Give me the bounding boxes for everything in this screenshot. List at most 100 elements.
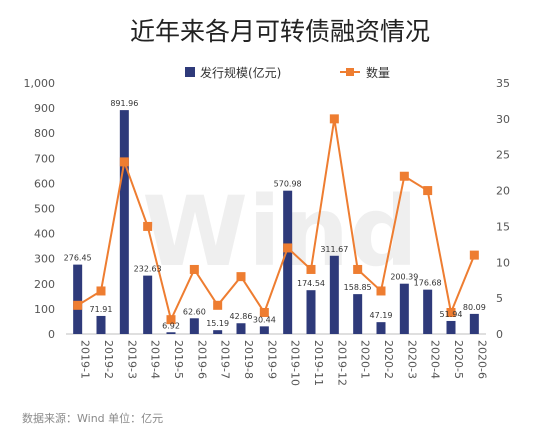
bar-data-label: 6.92 [162,321,180,330]
x-axis-tick-label: 2019-6 [195,340,208,379]
bar-data-label: 311.67 [320,245,348,254]
bar-data-label: 42.86 [230,312,253,321]
left-axis-tick-label: 500 [34,203,55,216]
bar [469,313,479,334]
right-axis-tick-label: 5 [496,292,503,305]
line-marker [399,171,409,181]
line-marker [469,250,479,260]
bar [119,110,129,334]
x-axis-tick-label: 2019-11 [312,340,325,386]
left-axis-tick-label: 800 [34,127,55,140]
bar-data-label: 47.19 [370,311,393,320]
legend: 发行规模(亿元) 数量 [185,65,390,80]
bar [446,320,456,334]
line-marker [446,307,456,317]
x-axis-tick-label: 2019-10 [289,340,302,386]
bar-data-label: 174.54 [297,279,325,288]
line-marker [376,286,386,296]
bar-data-label: 200.39 [390,273,418,282]
bar [143,275,153,334]
x-axis-tick-label: 2019-8 [242,340,255,379]
chart-title: 近年来各月可转债融资情况 [130,17,430,46]
x-axis-tick-label: 2019-5 [172,340,185,379]
line-marker [353,264,363,274]
bar [399,283,409,334]
x-axis-tick-label: 2020-3 [405,340,418,379]
bar-data-label: 891.96 [110,99,138,108]
x-axis-tick-label: 2020-5 [452,340,465,379]
left-axis-tick-label: 200 [34,278,55,291]
bar [213,330,223,334]
bar [236,323,246,334]
x-axis-tick-label: 2019-4 [149,340,162,379]
bar [73,264,83,334]
bar [376,322,386,334]
data-labels: 276.45 71.91 891.96 232.63 6.9262.6015.1942.… [64,99,486,330]
bar [423,289,433,334]
bar [329,255,339,334]
line-marker [143,221,153,231]
x-axis-tick-label: 2019-9 [265,340,278,379]
bar [283,190,293,334]
x-axis-tick-label: 2019-7 [219,340,232,379]
bar-data-label: 158.85 [344,283,372,292]
right-axis-tick-label: 10 [496,256,510,269]
line-marker [189,264,199,274]
left-axis-tick-label: 900 [34,102,55,115]
x-axis-tick-label: 2019-2 [102,340,115,379]
bar-data-label: 15.19 [206,319,229,328]
right-axis-tick-label: 20 [496,185,510,198]
bar-data-label: 62.60 [183,307,206,316]
right-axis-tick-label: 25 [496,149,510,162]
line-marker [96,286,106,296]
bar-data-label: 51.94 [440,310,463,319]
left-axis-tick-label: 700 [34,152,55,165]
bar-data-label: 232.63 [134,265,162,274]
legend-bar-swatch [185,67,195,77]
bar [353,294,363,334]
x-axis-tick-label: 2020-6 [475,340,488,379]
line-marker [259,307,269,317]
bar-data-label: 80.09 [463,303,486,312]
x-axis-tick-label: 2019-3 [125,340,138,379]
bar-data-label: 30.44 [253,315,276,324]
x-axis-tick-label: 2020-1 [359,340,372,379]
source-footer: 数据来源：Wind 单位：亿元 [22,411,163,425]
left-axis-tick-label: 300 [34,253,55,266]
line-marker [119,157,129,167]
bar [189,318,199,334]
legend-line-label: 数量 [366,65,390,80]
bar [306,290,316,334]
legend-bar-label: 发行规模(亿元) [200,65,281,80]
line-marker [236,272,246,282]
left-axis-tick-label: 400 [34,228,55,241]
x-axis-tick-label: 2020-4 [429,340,442,379]
bar-data-label: 176.68 [414,279,442,288]
x-axis-tick-label: 2019-1 [79,340,92,379]
line-marker [283,243,293,253]
left-axis-tick-label: 1,000 [24,77,56,90]
bar [96,315,106,334]
line-marker [213,300,223,310]
bar-data-label: 71.91 [90,305,113,314]
left-axis-tick-label: 100 [34,303,55,316]
bar [166,332,176,334]
x-axis-labels: 2019-1 2019-2 2019-3 2019-4 2019-5 2019-6 2019… [79,340,489,386]
bar-data-label: 276.45 [64,254,92,263]
bar-series [73,110,479,334]
line-series [73,114,479,325]
left-axis-tick-label: 600 [34,177,55,190]
legend-line-marker [346,68,354,76]
line-marker [329,114,339,124]
bar-data-label: 570.98 [274,180,302,189]
right-axis-tick-label: 35 [496,77,510,90]
x-axis-tick-label: 2019-12 [335,340,348,386]
line-marker [166,315,176,325]
line-marker [306,264,316,274]
right-axis-tick-label: 30 [496,113,510,126]
left-axis-tick-label: 0 [48,328,55,341]
x-axis-tick-label: 2020-2 [382,340,395,379]
right-axis-tick-label: 15 [496,220,510,233]
